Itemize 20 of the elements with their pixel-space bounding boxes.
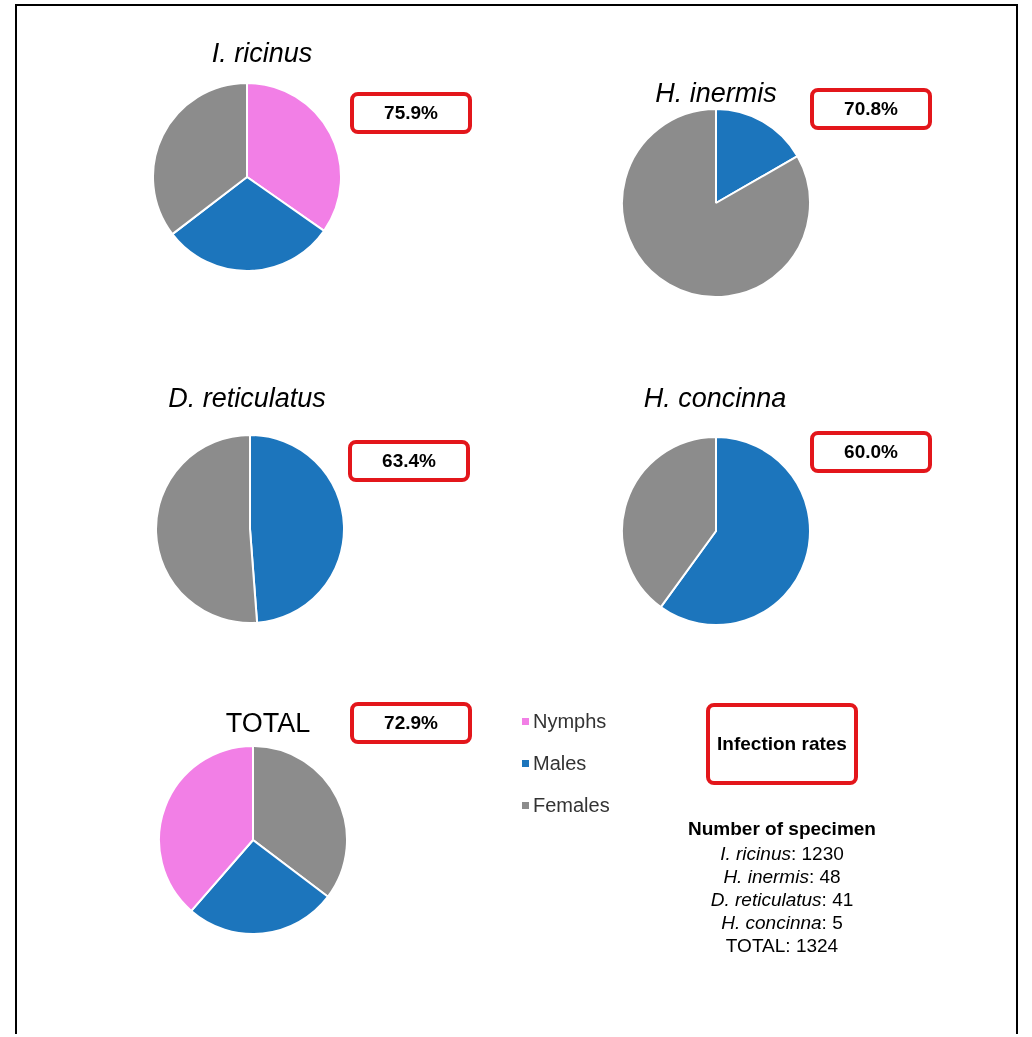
chart-title: H. concinna bbox=[643, 383, 787, 414]
text: Infection rates bbox=[706, 703, 858, 785]
text: 63.4% bbox=[348, 440, 470, 482]
chart-title: I. ricinus bbox=[211, 38, 313, 69]
legend-label: Females bbox=[533, 793, 610, 817]
text: 60.0% bbox=[810, 431, 932, 473]
text: TOTAL: 1324 bbox=[724, 935, 840, 957]
chart-title: TOTAL bbox=[225, 708, 311, 739]
text: D. reticulatus: 41 bbox=[709, 889, 855, 911]
legend-label: Males bbox=[533, 751, 587, 775]
text: 75.9% bbox=[350, 92, 472, 134]
text: I. ricinus: 1230 bbox=[719, 843, 845, 865]
text: H. inermis: 48 bbox=[722, 866, 842, 888]
chart-title: D. reticulatus bbox=[168, 383, 326, 414]
text: H. concinna: 5 bbox=[720, 912, 844, 934]
text: 72.9% bbox=[350, 702, 472, 744]
legend-label: Nymphs bbox=[533, 709, 607, 733]
text: Number of specimen bbox=[687, 818, 877, 840]
text: 70.8% bbox=[810, 88, 932, 130]
chart-title: H. inermis bbox=[655, 78, 777, 109]
